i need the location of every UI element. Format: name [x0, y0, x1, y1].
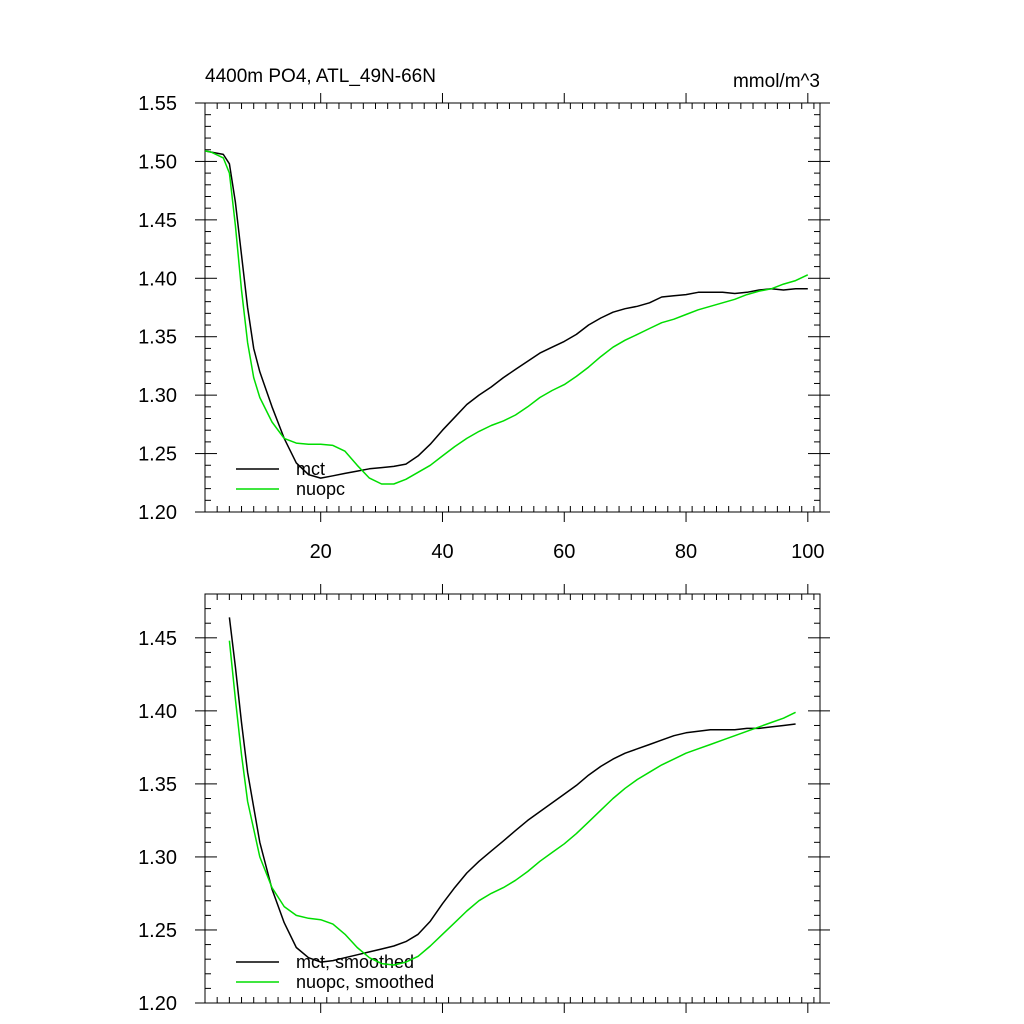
- legend-label: mct, smoothed: [296, 952, 414, 972]
- y-tick-label: 1.25: [138, 920, 177, 942]
- x-tick-label: 100: [791, 541, 824, 563]
- series-line-nuopc-smoothed: [228, 640, 796, 966]
- y-tick-label: 1.20: [138, 993, 177, 1015]
- series-line-mct: [204, 150, 808, 479]
- bottom-panel: 1.20 1.25 1.30 1.35 1.40 1.45 mct, smoothednuo…: [138, 584, 830, 1015]
- units-label: mmol/m^3: [733, 71, 820, 92]
- legend-label: nuopc: [296, 479, 345, 499]
- legend-label: mct: [296, 459, 325, 479]
- plot-frame: [204, 102, 821, 513]
- y-tick-label: 1.30: [138, 385, 177, 407]
- y-tick-label: 1.35: [138, 327, 177, 349]
- y-tick-label: 1.25: [138, 444, 177, 466]
- series-line-mct-smoothed: [228, 617, 796, 963]
- y-tick-label: 1.35: [138, 774, 177, 796]
- y-tick-label: 1.45: [138, 210, 177, 232]
- series-line-nuopc: [204, 150, 809, 485]
- legend-label: nuopc, smoothed: [296, 972, 434, 992]
- y-tick-label: 1.30: [138, 847, 177, 869]
- y-tick-label: 1.40: [138, 701, 177, 723]
- y-tick-label: 1.55: [138, 93, 177, 115]
- y-tick-label: 1.40: [138, 268, 177, 290]
- x-tick-label: 20: [310, 541, 332, 563]
- x-tick-label: 60: [553, 541, 575, 563]
- y-tick-label: 1.50: [138, 151, 177, 173]
- x-tick-label: 40: [431, 541, 453, 563]
- chart-title: 4400m PO4, ATL_49N-66N: [205, 66, 436, 87]
- x-tick-label: 80: [675, 541, 697, 563]
- y-tick-label: 1.20: [138, 502, 177, 524]
- plot-frame: [204, 593, 821, 1004]
- y-tick-label: 1.45: [138, 628, 177, 650]
- top-panel: 20 40 60 80 100 1.20 1.25 1.30 1.35 1.40 1.45 1.50 1…: [138, 93, 830, 563]
